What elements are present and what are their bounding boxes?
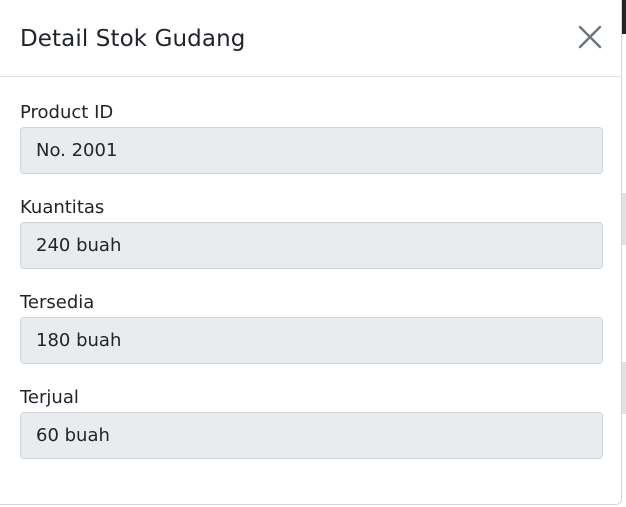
- background-navbar-edge: [622, 0, 626, 34]
- product-id-label: Product ID: [20, 102, 114, 123]
- background-element-edge: [622, 362, 626, 414]
- quantity-input[interactable]: [20, 222, 603, 269]
- sold-input[interactable]: [20, 412, 603, 459]
- modal-title: Detail Stok Gudang: [20, 26, 246, 52]
- sold-label: Terjual: [20, 387, 79, 408]
- close-icon: [578, 25, 602, 49]
- product-id-input[interactable]: [20, 127, 603, 174]
- available-field-group: Tersedia: [20, 292, 603, 364]
- background-element-edge: [622, 193, 626, 245]
- modal-body: Product ID Kuantitas Tersedia Terjual: [0, 77, 621, 459]
- quantity-field-group: Kuantitas: [20, 197, 603, 269]
- quantity-label: Kuantitas: [20, 197, 105, 218]
- product-id-field-group: Product ID: [20, 102, 603, 174]
- sold-field-group: Terjual: [20, 387, 603, 459]
- close-button[interactable]: [577, 24, 603, 50]
- available-label: Tersedia: [20, 292, 95, 313]
- available-input[interactable]: [20, 317, 603, 364]
- modal-header: Detail Stok Gudang: [0, 0, 621, 77]
